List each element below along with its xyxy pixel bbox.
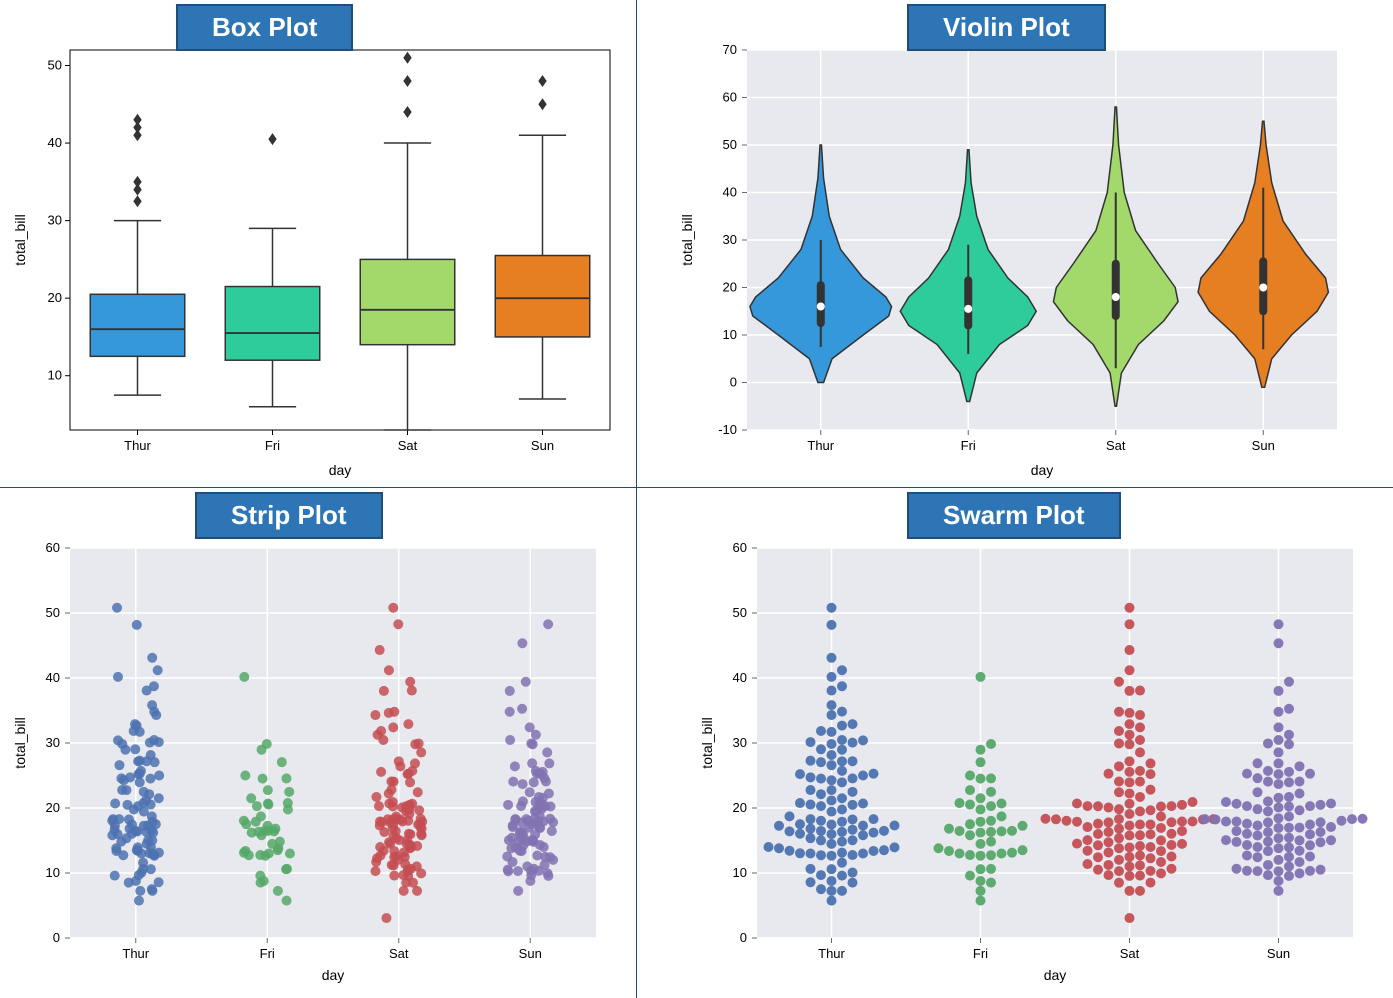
- svg-text:20: 20: [723, 280, 737, 295]
- svg-text:10: 10: [46, 865, 60, 880]
- svg-text:0: 0: [730, 375, 737, 390]
- panel-swarmplot: Swarm Plot 0 10 20 30 40 50 60 Thur Fri Sat Sun day…: [637, 488, 1393, 998]
- svg-text:Sat: Sat: [1120, 946, 1140, 961]
- svg-text:40: 40: [723, 185, 737, 200]
- svg-text:total_bill: total_bill: [699, 717, 715, 768]
- svg-text:day: day: [1031, 462, 1054, 478]
- svg-text:Thur: Thur: [124, 438, 151, 453]
- svg-text:60: 60: [723, 90, 737, 105]
- svg-text:30: 30: [723, 232, 737, 247]
- svg-text:Fri: Fri: [265, 438, 280, 453]
- svg-text:-10: -10: [718, 422, 737, 437]
- svg-text:Thur: Thur: [807, 438, 834, 453]
- svg-text:10: 10: [733, 865, 747, 880]
- svg-text:total_bill: total_bill: [12, 717, 28, 768]
- svg-text:20: 20: [48, 290, 62, 305]
- svg-text:40: 40: [46, 670, 60, 685]
- svg-text:Sat: Sat: [389, 946, 409, 961]
- svg-text:0: 0: [740, 930, 747, 945]
- svg-text:Sun: Sun: [519, 946, 542, 961]
- svg-text:50: 50: [723, 137, 737, 152]
- svg-text:50: 50: [733, 605, 747, 620]
- swarmplot-svg: 0 10 20 30 40 50 60 Thur Fri Sat Sun day total_bill: [637, 488, 1393, 998]
- panel-stripplot: Strip Plot 0 10 20 30 40 50 60 Thur Fri Sat Sun day…: [0, 488, 636, 998]
- svg-text:30: 30: [733, 735, 747, 750]
- svg-text:Thur: Thur: [122, 946, 149, 961]
- svg-text:30: 30: [46, 735, 60, 750]
- svg-text:Fri: Fri: [973, 946, 988, 961]
- svg-text:60: 60: [46, 540, 60, 555]
- svg-text:Thur: Thur: [818, 946, 845, 961]
- panel-violinplot: Violin Plot -10 0 10 20 30 40 50 60 70 Thur Fri Sat…: [637, 0, 1393, 487]
- svg-text:40: 40: [733, 670, 747, 685]
- svg-text:total_bill: total_bill: [12, 214, 28, 265]
- svg-text:Sat: Sat: [1106, 438, 1126, 453]
- svg-text:day: day: [1044, 967, 1067, 983]
- svg-text:20: 20: [733, 800, 747, 815]
- stripplot-svg: 0 10 20 30 40 50 60 Thur Fri Sat Sun day total_bill: [0, 488, 636, 998]
- boxplot-svg: 10 20 30 40 50 Thur Fri Sat Sun day total_bill: [0, 0, 636, 487]
- svg-text:70: 70: [723, 42, 737, 57]
- title-stripplot: Strip Plot: [195, 492, 383, 539]
- panel-boxplot: Box Plot 10 20 30 40 50 Thur Fri Sat Sun day total…: [0, 0, 636, 487]
- svg-text:10: 10: [48, 368, 62, 383]
- svg-text:day: day: [322, 967, 345, 983]
- svg-text:total_bill: total_bill: [679, 214, 695, 265]
- svg-text:10: 10: [723, 327, 737, 342]
- svg-text:50: 50: [46, 605, 60, 620]
- svg-text:day: day: [329, 462, 352, 478]
- svg-text:Sun: Sun: [1267, 946, 1290, 961]
- title-boxplot: Box Plot: [176, 4, 353, 51]
- svg-text:40: 40: [48, 135, 62, 150]
- svg-text:Sun: Sun: [1252, 438, 1275, 453]
- svg-text:Fri: Fri: [260, 946, 275, 961]
- chart-grid: Box Plot 10 20 30 40 50 Thur Fri Sat Sun day total…: [0, 0, 1393, 998]
- svg-text:30: 30: [48, 213, 62, 228]
- svg-text:Sat: Sat: [398, 438, 418, 453]
- svg-text:20: 20: [46, 800, 60, 815]
- svg-text:Sun: Sun: [531, 438, 554, 453]
- title-violinplot: Violin Plot: [907, 4, 1106, 51]
- svg-text:Fri: Fri: [961, 438, 976, 453]
- title-swarmplot: Swarm Plot: [907, 492, 1121, 539]
- svg-text:60: 60: [733, 540, 747, 555]
- svg-text:0: 0: [53, 930, 60, 945]
- svg-text:50: 50: [48, 58, 62, 73]
- violinplot-svg: -10 0 10 20 30 40 50 60 70 Thur Fri Sat Sun day total_…: [637, 0, 1393, 487]
